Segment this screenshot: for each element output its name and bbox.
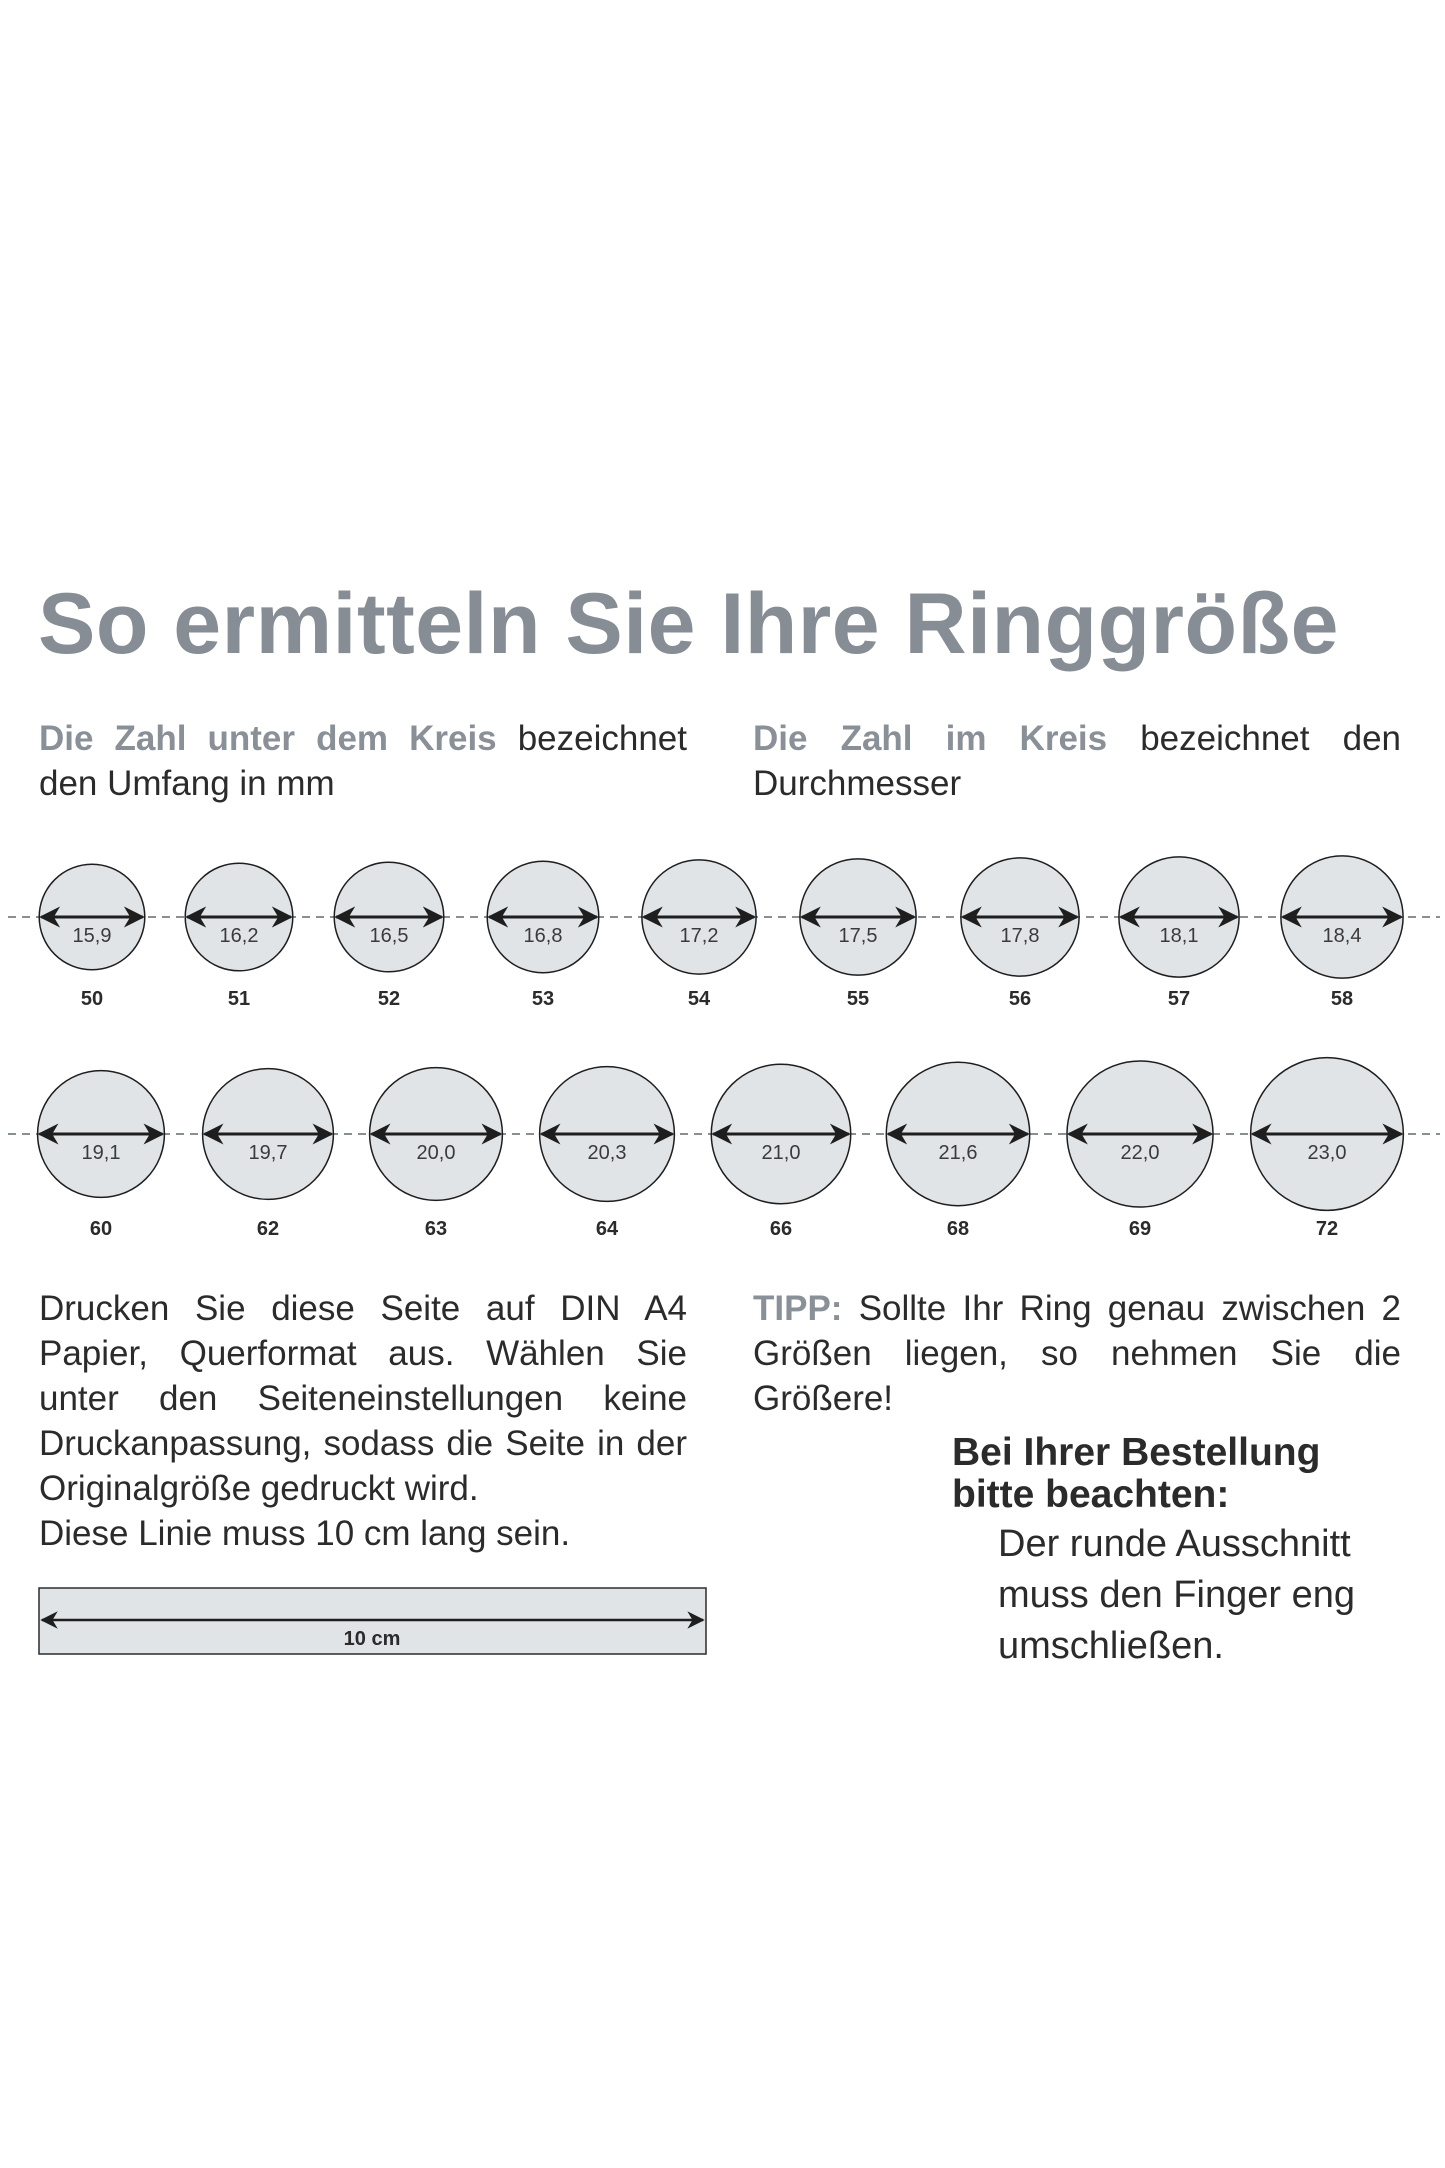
intro-right-text: bezeichnet den Durchmesser — [753, 719, 1401, 803]
order-heading-line: Bei Ihrer Bestellung — [952, 1431, 1321, 1474]
ring-diameter-label: 22,0 — [1121, 1142, 1160, 1164]
page-title: So ermitteln Sie Ihre Ringgröße — [38, 576, 1339, 672]
ring-68: 21,6 68 — [885, 1061, 1031, 1240]
ring-size-label: 50 — [81, 988, 103, 1010]
intro-left-highlight: Die Zahl unter dem Kreis — [39, 719, 497, 758]
ring-size-label: 62 — [257, 1218, 279, 1240]
ring-diameter-label: 20,0 — [417, 1142, 456, 1164]
ring-size-label: 68 — [947, 1218, 969, 1240]
ring-56: 17,8 56 — [960, 857, 1080, 1010]
ring-diameter-label: 15,9 — [73, 925, 112, 947]
order-heading-line: bitte beachten: — [952, 1473, 1230, 1516]
ring-diameter-label: 18,1 — [1160, 925, 1199, 947]
ring-diameter-label: 20,3 — [588, 1142, 627, 1164]
ring-54: 17,2 54 — [641, 859, 757, 1010]
intro-right-highlight: Die Zahl im Kreis — [753, 719, 1108, 758]
tip: TIPP: Sollte Ihr Ring genau zwischen 2 G… — [753, 1286, 1401, 1421]
ring-diameter-label: 17,5 — [839, 925, 878, 947]
ring-60: 19,1 60 — [36, 1069, 166, 1240]
ring-diameter-label: 16,5 — [370, 925, 409, 947]
ring-size-label: 52 — [378, 988, 400, 1010]
intro-right: Die Zahl im Kreis bezeichnet den Durchme… — [753, 716, 1401, 806]
intro-left-text: bezeichnet den Umfang in mm — [39, 719, 687, 803]
ring-diameter-label: 19,1 — [82, 1142, 121, 1164]
ring-size-label: 63 — [425, 1218, 447, 1240]
ring-size-label: 72 — [1316, 1218, 1338, 1240]
ring-size-label: 69 — [1129, 1218, 1151, 1240]
ring-diameter-label: 16,8 — [524, 925, 563, 947]
print-instructions-text: Drucken Sie diese Seite auf DIN A4 Papie… — [39, 1289, 687, 1508]
ring-64: 20,3 64 — [538, 1065, 676, 1240]
order-body-line: muss den Finger eng — [998, 1574, 1355, 1616]
ring-size-label: 60 — [90, 1218, 112, 1240]
ring-58: 18,4 58 — [1280, 855, 1404, 1010]
ring-69: 22,0 69 — [1066, 1060, 1214, 1240]
ring-size-label: 53 — [532, 988, 554, 1010]
ring-diameter-label: 21,6 — [939, 1142, 978, 1164]
ring-size-label: 55 — [847, 988, 869, 1010]
ring-size-label: 54 — [688, 988, 711, 1010]
ring-size-label: 66 — [770, 1218, 792, 1240]
ring-diameter-label: 18,4 — [1323, 925, 1362, 947]
ring-diameter-label: 17,2 — [680, 925, 719, 947]
tip-label: TIPP: — [753, 1289, 843, 1328]
ruler-label: 10 cm — [344, 1628, 401, 1650]
ring-size-label: 64 — [596, 1218, 619, 1240]
ring-size-label: 51 — [228, 988, 250, 1010]
intro-left: Die Zahl unter dem Kreis bezeichnet den … — [39, 716, 687, 806]
print-instructions: Drucken Sie diese Seite auf DIN A4 Papie… — [39, 1286, 687, 1556]
ring-diameter-label: 21,0 — [762, 1142, 801, 1164]
ring-66: 21,0 66 — [710, 1063, 852, 1240]
ring-63: 20,0 63 — [368, 1066, 504, 1240]
ring-size-label: 58 — [1331, 988, 1353, 1010]
tip-text: Sollte Ihr Ring genau zwischen 2 Größen … — [753, 1289, 1401, 1418]
ring-diameter-label: 23,0 — [1308, 1142, 1347, 1164]
ring-diameter-label: 19,7 — [249, 1142, 288, 1164]
ring-53: 16,8 53 — [486, 860, 600, 1010]
ring-52: 16,5 52 — [333, 861, 445, 1010]
ring-57: 18,1 57 — [1118, 856, 1240, 1010]
ring-62: 19,7 62 — [201, 1067, 335, 1240]
order-note-body: Der runde Ausschnitt muss den Finger eng u… — [998, 1519, 1355, 1672]
ring-55: 17,5 55 — [799, 858, 917, 1010]
order-note-heading: Bei Ihrer Bestellung bitte beachten: — [952, 1432, 1320, 1516]
ring-51: 16,2 51 — [184, 862, 294, 1010]
ring-diameter-label: 17,8 — [1001, 925, 1040, 947]
order-body-line: Der runde Ausschnitt — [998, 1523, 1351, 1565]
ring-72: 23,0 72 — [1249, 1056, 1405, 1240]
order-body-line: umschließen. — [998, 1625, 1224, 1667]
line-instruction: Diese Linie muss 10 cm lang sein. — [39, 1514, 571, 1553]
ring-size-label: 56 — [1009, 988, 1031, 1010]
ring-size-label: 57 — [1168, 988, 1190, 1010]
ring-50: 15,9 50 — [38, 863, 146, 1010]
ring-diameter-label: 16,2 — [220, 925, 259, 947]
